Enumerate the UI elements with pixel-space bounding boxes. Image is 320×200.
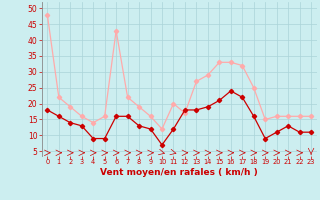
X-axis label: Vent moyen/en rafales ( km/h ): Vent moyen/en rafales ( km/h ) <box>100 168 258 177</box>
